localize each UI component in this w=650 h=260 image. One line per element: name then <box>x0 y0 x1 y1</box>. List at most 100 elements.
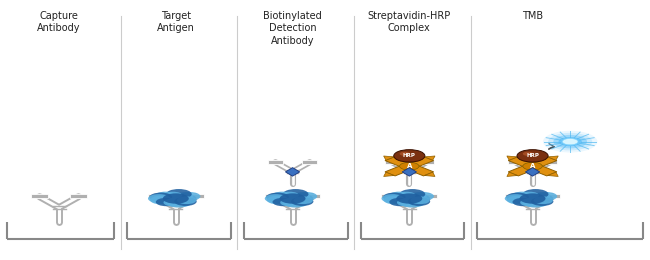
Circle shape <box>531 197 553 206</box>
Bar <box>302 159 317 164</box>
Circle shape <box>176 192 193 200</box>
Circle shape <box>265 194 287 203</box>
Polygon shape <box>384 172 394 177</box>
Circle shape <box>295 192 317 201</box>
Circle shape <box>163 193 188 204</box>
Circle shape <box>164 199 183 206</box>
Circle shape <box>272 192 292 200</box>
Bar <box>508 159 523 164</box>
Circle shape <box>156 198 177 206</box>
Circle shape <box>283 197 309 207</box>
Bar <box>385 159 400 164</box>
Circle shape <box>291 197 313 206</box>
Circle shape <box>148 194 170 203</box>
Circle shape <box>397 199 417 206</box>
Circle shape <box>505 194 527 203</box>
Circle shape <box>533 194 553 203</box>
Circle shape <box>400 152 410 156</box>
Circle shape <box>266 193 289 202</box>
Circle shape <box>397 192 416 199</box>
Circle shape <box>523 197 549 207</box>
Circle shape <box>389 198 410 206</box>
Circle shape <box>394 150 425 162</box>
Circle shape <box>532 192 550 200</box>
Circle shape <box>412 192 434 201</box>
Circle shape <box>267 196 289 204</box>
Circle shape <box>562 139 578 145</box>
Circle shape <box>408 197 430 206</box>
Circle shape <box>399 197 425 207</box>
Circle shape <box>384 196 406 204</box>
Text: A: A <box>530 163 535 169</box>
Text: Biotinylated
Detection
Antibody: Biotinylated Detection Antibody <box>263 11 322 46</box>
Circle shape <box>507 196 528 204</box>
Circle shape <box>410 194 430 203</box>
Bar <box>70 194 87 198</box>
Bar <box>304 194 320 198</box>
Circle shape <box>382 194 404 203</box>
Circle shape <box>521 192 539 199</box>
Text: Capture
Antibody: Capture Antibody <box>37 11 81 34</box>
Circle shape <box>150 196 172 204</box>
Bar <box>382 194 398 198</box>
Circle shape <box>155 192 176 200</box>
Bar <box>543 194 560 198</box>
Bar <box>542 159 557 164</box>
Circle shape <box>293 194 313 203</box>
Circle shape <box>558 137 582 146</box>
Text: HRP: HRP <box>403 153 416 158</box>
Text: TMB: TMB <box>522 11 543 21</box>
Bar <box>31 194 48 198</box>
Circle shape <box>283 189 309 199</box>
Polygon shape <box>548 172 558 177</box>
Circle shape <box>409 192 427 200</box>
Circle shape <box>410 197 430 204</box>
Circle shape <box>400 189 425 199</box>
Circle shape <box>535 192 557 201</box>
Bar <box>419 159 434 164</box>
Polygon shape <box>424 156 435 160</box>
Circle shape <box>166 189 192 199</box>
Circle shape <box>177 197 196 204</box>
Circle shape <box>548 133 592 151</box>
Bar <box>268 159 283 164</box>
Circle shape <box>553 135 587 148</box>
Circle shape <box>543 131 597 153</box>
Circle shape <box>174 197 197 206</box>
Polygon shape <box>507 172 517 177</box>
Polygon shape <box>385 157 434 176</box>
Circle shape <box>166 197 192 207</box>
Polygon shape <box>285 168 300 176</box>
Circle shape <box>179 192 200 201</box>
Circle shape <box>280 193 306 204</box>
Circle shape <box>519 193 545 204</box>
Circle shape <box>506 193 529 202</box>
Polygon shape <box>508 157 557 176</box>
Polygon shape <box>424 172 435 177</box>
Circle shape <box>523 189 549 199</box>
Bar <box>148 194 165 198</box>
Circle shape <box>400 162 419 170</box>
Polygon shape <box>525 168 540 176</box>
Circle shape <box>150 193 172 202</box>
Circle shape <box>523 152 533 156</box>
Text: Target
Antigen: Target Antigen <box>157 11 195 34</box>
Polygon shape <box>384 156 394 160</box>
Circle shape <box>512 198 534 206</box>
Polygon shape <box>402 168 417 176</box>
Circle shape <box>389 192 410 200</box>
Polygon shape <box>507 156 517 160</box>
Text: Streptavidin-HRP
Complex: Streptavidin-HRP Complex <box>368 11 451 34</box>
Circle shape <box>512 192 532 200</box>
Text: HRP: HRP <box>526 153 539 158</box>
Circle shape <box>280 199 300 206</box>
Bar <box>265 194 281 198</box>
Circle shape <box>534 197 553 204</box>
Circle shape <box>292 192 310 200</box>
Circle shape <box>396 193 422 204</box>
Circle shape <box>164 192 182 199</box>
Polygon shape <box>385 157 434 176</box>
Circle shape <box>520 199 540 206</box>
Circle shape <box>272 198 294 206</box>
Polygon shape <box>548 156 558 160</box>
